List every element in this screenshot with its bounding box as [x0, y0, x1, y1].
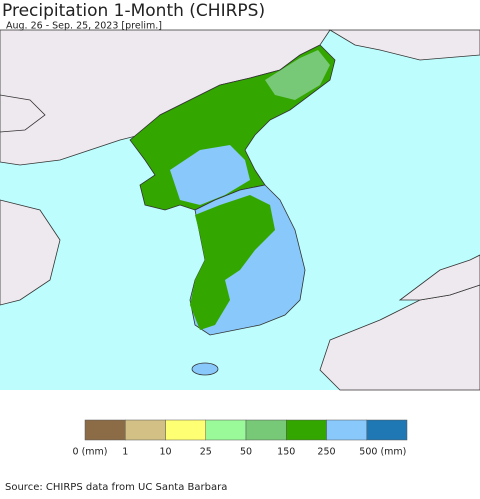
japan-land: [319, 284, 480, 391]
legend-swatch: [165, 419, 206, 441]
legend-swatch: [84, 419, 126, 441]
russia-land: [328, 29, 480, 61]
japan-north: [398, 254, 480, 301]
legend-label: 150: [277, 447, 295, 458]
china-east-coast: [0, 199, 61, 306]
china-peninsula: [0, 94, 46, 133]
source: Source: CHIRPS data from UC Santa Barbar…: [5, 482, 227, 493]
jeju-island: [191, 362, 219, 376]
legend-label: 0 (mm): [73, 447, 108, 458]
legend-swatch: [326, 419, 367, 441]
legend-swatch: [205, 419, 247, 441]
legend: 0 (mm) 1 10 25 50 150 250 500 (mm): [73, 419, 408, 458]
legend-label: 50: [240, 447, 252, 458]
ne-region: [265, 50, 330, 100]
legend-swatch: [286, 419, 327, 441]
north-blue: [170, 145, 250, 205]
legend-swatch: [125, 419, 166, 441]
legend-label: 250: [317, 447, 335, 458]
legend-label: 25: [200, 447, 212, 458]
legend-label: 500 (mm): [359, 447, 406, 458]
south-green: [190, 195, 275, 330]
title: Precipitation 1-Month (CHIRPS): [2, 1, 265, 21]
legend-swatch: [366, 419, 408, 441]
subtitle: Aug. 26 - Sep. 25, 2023 [prelim.]: [6, 21, 162, 32]
map: [0, 29, 480, 391]
legend-swatch: [245, 419, 287, 441]
legend-label: 10: [159, 447, 171, 458]
legend-label: 1: [122, 447, 128, 458]
